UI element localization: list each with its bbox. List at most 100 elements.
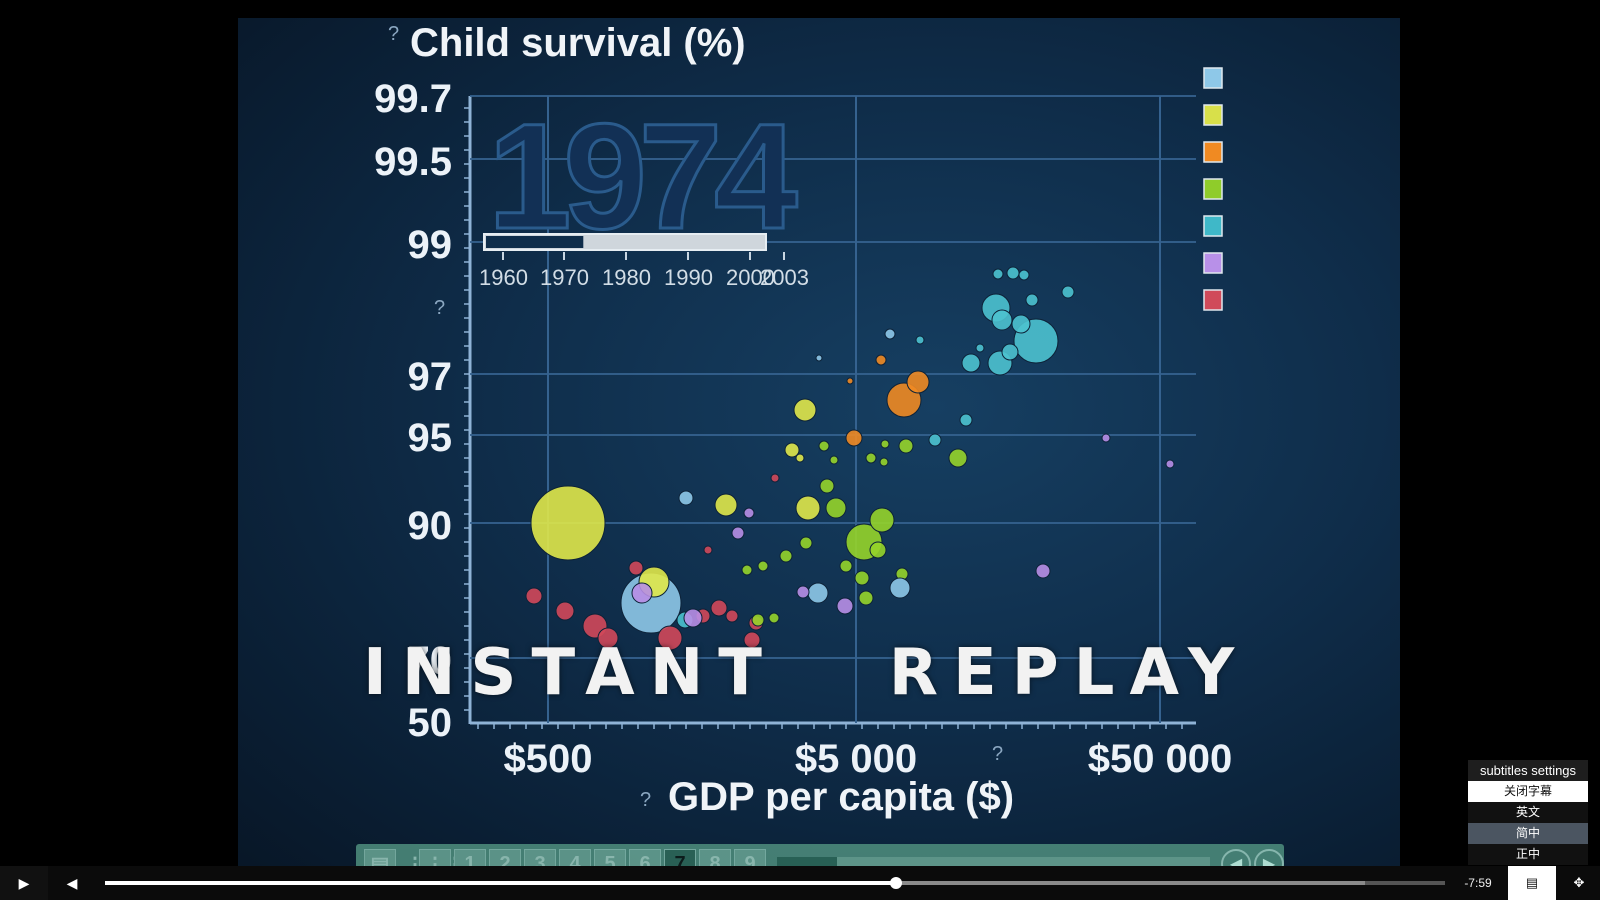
y-tick-label: 50 bbox=[408, 701, 453, 745]
country-bubble bbox=[710, 599, 728, 617]
exit-fullscreen-icon: ✥ bbox=[1573, 875, 1585, 890]
country-bubble bbox=[795, 495, 821, 521]
x-tick-label: $50 000 bbox=[1088, 737, 1233, 781]
x-axis-title: GDP per capita ($) bbox=[668, 775, 1014, 819]
subtitle-option-simplified-chinese[interactable]: 简中 bbox=[1468, 823, 1588, 844]
country-bubble bbox=[898, 438, 914, 454]
country-bubble bbox=[784, 442, 800, 458]
country-bubble bbox=[825, 497, 847, 519]
country-bubble bbox=[525, 587, 543, 605]
country-bubble bbox=[678, 490, 694, 506]
country-bubble bbox=[1025, 293, 1039, 307]
country-bubble bbox=[815, 354, 823, 362]
progress-thumb[interactable] bbox=[889, 877, 902, 889]
country-bubble bbox=[846, 377, 854, 385]
legend-swatch bbox=[1203, 141, 1223, 163]
play-icon: ▶ bbox=[18, 874, 30, 891]
timeline-label: 2000 bbox=[726, 265, 775, 290]
country-bubble bbox=[631, 582, 653, 604]
country-bubble bbox=[915, 335, 925, 345]
help-icon: ? bbox=[388, 23, 399, 45]
player-controls: ▶ ◀ -7:59 ▤ ✥ bbox=[0, 866, 1600, 900]
country-bubble bbox=[854, 570, 870, 586]
y-tick-label: 99 bbox=[408, 223, 453, 267]
subtitle-option-off[interactable]: 关闭字幕 bbox=[1468, 781, 1588, 802]
y-tick-label: 90 bbox=[408, 504, 453, 548]
country-bubble bbox=[1018, 269, 1030, 281]
volume-icon: ◀ bbox=[66, 874, 78, 891]
volume-button[interactable]: ◀ bbox=[48, 866, 96, 900]
country-bubble bbox=[845, 429, 863, 447]
country-bubble bbox=[757, 560, 769, 572]
country-bubble bbox=[869, 507, 895, 533]
x-tick-label: $5 000 bbox=[795, 737, 917, 781]
legend-swatch bbox=[1203, 289, 1223, 311]
timeline-label: 2003 bbox=[760, 265, 809, 290]
subtitle-option-chinese[interactable]: 正中 bbox=[1468, 844, 1588, 865]
country-bubble bbox=[906, 370, 930, 394]
country-bubble bbox=[858, 590, 874, 606]
legend-swatch bbox=[1203, 67, 1223, 89]
play-button[interactable]: ▶ bbox=[0, 866, 48, 900]
country-bubble bbox=[992, 268, 1004, 280]
timeline-label: 1960 bbox=[479, 265, 528, 290]
country-bubble bbox=[959, 413, 973, 427]
instant-replay-overlay: INSTANT REPLAY bbox=[363, 636, 1250, 710]
timeline-fill bbox=[486, 236, 584, 248]
subtitle-option-english[interactable]: 英文 bbox=[1468, 802, 1588, 823]
country-bubble bbox=[795, 453, 805, 463]
help-icon: ? bbox=[434, 297, 445, 319]
country-bubble bbox=[731, 526, 745, 540]
subtitles-menu-header: subtitles settings bbox=[1468, 760, 1588, 781]
country-bubble bbox=[741, 564, 753, 576]
country-bubble bbox=[628, 560, 644, 576]
country-bubble bbox=[725, 609, 739, 623]
country-bubble bbox=[743, 507, 755, 519]
subtitles-menu: subtitles settings 关闭字幕 英文 简中 正中 bbox=[1468, 760, 1588, 865]
country-bubble bbox=[880, 439, 890, 449]
progress-bar[interactable] bbox=[105, 877, 1445, 889]
country-bubble bbox=[768, 612, 780, 624]
x-tick-label: $500 bbox=[504, 737, 593, 781]
country-bubble bbox=[1165, 459, 1175, 469]
country-bubble bbox=[796, 585, 810, 599]
timeline-label: 1980 bbox=[602, 265, 651, 290]
country-bubble bbox=[928, 433, 942, 447]
y-tick-label: 95 bbox=[408, 416, 453, 460]
legend-swatch bbox=[1203, 252, 1223, 274]
chart-title: Child survival (%) bbox=[410, 21, 746, 65]
country-bubble bbox=[770, 473, 780, 483]
country-bubble bbox=[703, 545, 713, 555]
timeline-label: 1970 bbox=[540, 265, 589, 290]
y-tick-label: 99.5 bbox=[374, 140, 452, 184]
country-bubble bbox=[865, 452, 877, 464]
country-bubble bbox=[743, 631, 761, 649]
help-icon: ? bbox=[992, 743, 1003, 765]
country-bubble bbox=[889, 577, 911, 599]
time-remaining: -7:59 bbox=[1464, 876, 1492, 890]
country-bubble bbox=[819, 478, 835, 494]
country-bubble bbox=[948, 448, 968, 468]
y-tick-label: 70 bbox=[408, 639, 453, 683]
country-bubble bbox=[869, 541, 887, 559]
country-bubble bbox=[779, 549, 793, 563]
country-bubble bbox=[991, 309, 1013, 331]
country-bubble bbox=[683, 608, 703, 628]
legend-swatch bbox=[1203, 104, 1223, 126]
help-icon: ? bbox=[640, 789, 651, 811]
country-bubble bbox=[1035, 563, 1051, 579]
year-watermark: 1974 bbox=[488, 92, 797, 260]
video-frame[interactable]: 1960 1970 1980 1990 2000 2003 99.7 99.5 99 97 95 9… bbox=[238, 18, 1400, 882]
y-tick-label: 97 bbox=[408, 355, 453, 399]
country-bubble bbox=[1006, 266, 1020, 280]
subtitles-button[interactable]: ▤ bbox=[1508, 866, 1556, 900]
country-bubble bbox=[961, 353, 981, 373]
country-bubble bbox=[714, 493, 738, 517]
country-bubble bbox=[807, 582, 829, 604]
country-bubble bbox=[839, 559, 853, 573]
legend-swatch bbox=[1203, 215, 1223, 237]
timeline-label: 1990 bbox=[664, 265, 713, 290]
country-bubble bbox=[1101, 433, 1111, 443]
fullscreen-button[interactable]: ✥ bbox=[1558, 866, 1600, 900]
